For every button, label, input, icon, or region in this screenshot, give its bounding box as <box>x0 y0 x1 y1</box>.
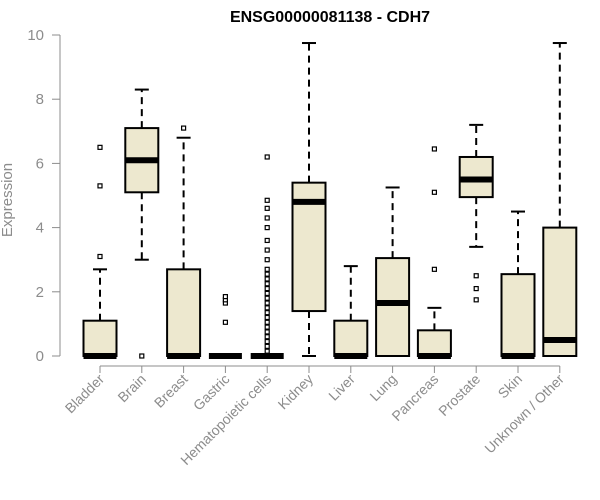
x-tick-label: Brain <box>114 371 148 405</box>
outlier-point <box>264 215 270 221</box>
outlier-point <box>264 305 270 311</box>
box-gastric <box>208 294 242 359</box>
y-axis-label: Expression <box>0 163 16 237</box>
outlier-point <box>97 144 103 150</box>
box-prostate <box>458 123 494 303</box>
outlier-point <box>264 314 270 321</box>
outlier-point <box>264 348 270 354</box>
outlier-point <box>264 271 270 277</box>
outlier-point <box>264 338 270 345</box>
y-tick-label: 2 <box>36 284 44 301</box>
outlier-point <box>139 353 145 359</box>
outlier-point <box>264 319 270 325</box>
x-tick-label: Bladder <box>62 371 108 417</box>
outlier-point <box>222 294 228 300</box>
x-tick-label: Breast <box>151 371 191 411</box>
outlier-point <box>264 247 270 253</box>
outlier-point <box>264 237 270 244</box>
box-body <box>166 268 202 357</box>
outlier-point <box>97 253 103 260</box>
plot-area <box>82 42 578 359</box>
box-body <box>82 319 118 358</box>
x-tick-label: Prostate <box>435 371 483 419</box>
x-tick-label: Unknown / Other <box>481 371 567 457</box>
y-tick-label: 8 <box>36 91 44 108</box>
outlier-point <box>264 276 270 282</box>
outlier-point <box>264 295 270 301</box>
outlier-point <box>264 290 270 297</box>
outlier-point <box>264 334 270 340</box>
box-unknown-other <box>542 42 578 357</box>
x-tick-label: Kidney <box>275 371 317 413</box>
outlier-point <box>264 225 270 231</box>
x-tick-label: Liver <box>325 371 358 404</box>
outlier-point <box>264 197 270 203</box>
outlier-point <box>222 319 228 325</box>
box-liver <box>333 265 369 359</box>
y-tick-label: 4 <box>36 220 44 237</box>
box-body <box>333 319 369 358</box>
box-bladder <box>82 144 118 359</box>
box-kidney <box>291 42 327 357</box>
outlier-point <box>264 285 270 292</box>
box-body <box>416 329 452 358</box>
x-tick-label: Lung <box>366 371 399 404</box>
outlier-point <box>264 324 270 330</box>
box-brain <box>124 88 160 359</box>
box-pancreas <box>416 146 452 359</box>
outlier-point <box>473 273 479 279</box>
x-tick-label: Skin <box>495 371 526 402</box>
outlier-point <box>264 310 270 316</box>
box-body <box>375 257 411 357</box>
y-tick-label: 10 <box>27 27 44 44</box>
outlier-point <box>264 300 270 306</box>
box-lung <box>375 186 411 357</box>
outlier-point <box>473 297 479 303</box>
outlier-point <box>264 154 270 160</box>
box-hematopoietic-cells <box>250 154 284 359</box>
outlier-point <box>431 189 437 195</box>
y-tick-label: 6 <box>36 155 44 172</box>
box-body <box>542 226 578 357</box>
outlier-point <box>97 183 103 189</box>
outlier-point <box>264 329 270 335</box>
outlier-point <box>264 257 270 263</box>
chart-title: ENSG00000081138 - CDH7 <box>230 9 430 26</box>
box-breast <box>166 125 202 359</box>
outlier-point <box>473 285 479 292</box>
y-axis: 0 2 4 6 8 10 <box>27 27 61 365</box>
outlier-point <box>431 266 437 272</box>
outlier-point <box>264 205 270 211</box>
outlier-point <box>431 146 437 152</box>
outlier-point <box>264 281 270 287</box>
y-tick-label: 0 <box>36 348 44 365</box>
outlier-point <box>264 266 270 272</box>
box-body <box>500 273 536 357</box>
outlier-point <box>264 343 270 349</box>
outlier-point <box>181 125 187 131</box>
box-skin <box>500 210 536 359</box>
